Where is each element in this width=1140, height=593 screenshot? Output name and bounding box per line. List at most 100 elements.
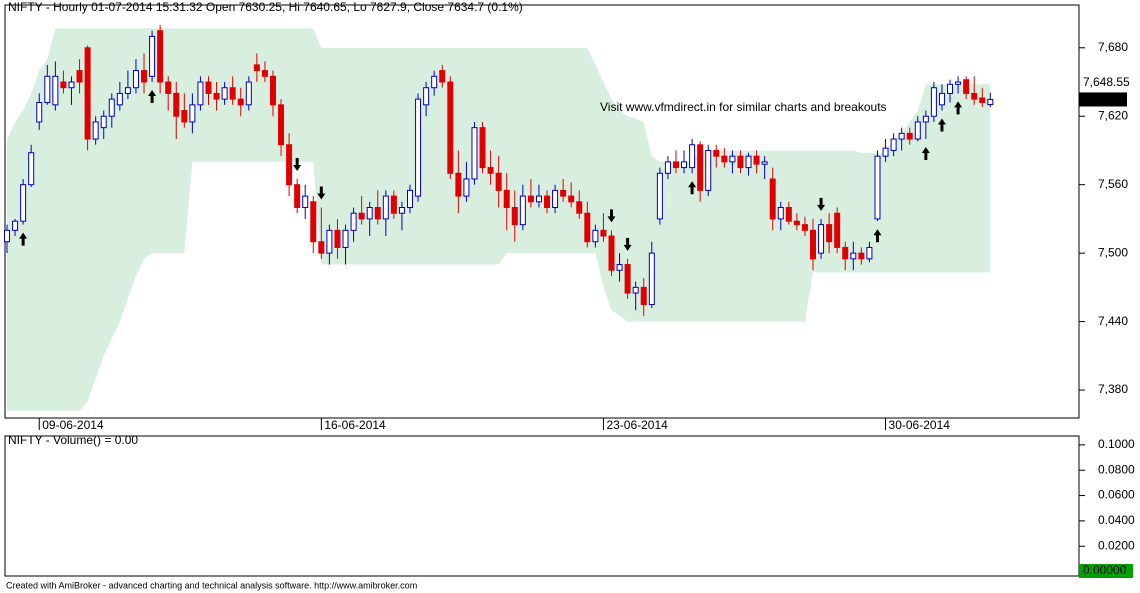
candle-body	[455, 172, 462, 197]
candle-body	[294, 184, 301, 209]
candle-body	[713, 149, 720, 157]
candle-body	[608, 235, 615, 271]
sell-arrow	[623, 237, 632, 251]
candle-body	[584, 212, 591, 243]
candle-body	[149, 35, 156, 77]
y-tick-label: 7,500	[1098, 245, 1128, 259]
candle-body	[624, 264, 631, 294]
candle-body	[132, 70, 139, 89]
sell-arrow	[317, 186, 326, 200]
candle-body	[398, 207, 405, 214]
candle-body	[286, 144, 293, 186]
candle-body	[632, 286, 639, 294]
candle-body	[165, 81, 172, 94]
y-tick-label: 7,440	[1098, 314, 1128, 328]
candle-body	[793, 220, 800, 226]
candle-body	[253, 64, 260, 72]
candle-body	[205, 81, 212, 94]
candle-body	[366, 207, 373, 220]
candle-body	[689, 144, 696, 169]
candle-body	[213, 92, 220, 100]
candle-body	[544, 195, 551, 209]
candle-body	[44, 75, 51, 104]
buy-arrow	[148, 90, 157, 104]
candle-body	[971, 92, 978, 100]
volume-y-tick-label: 0.0400	[1098, 513, 1135, 527]
candle-body	[423, 87, 430, 106]
candle-body	[858, 252, 865, 260]
candle-body	[850, 252, 857, 260]
candle-body	[890, 138, 897, 151]
band-area	[7, 28, 991, 411]
band-last-label: 7,648.55	[1083, 75, 1130, 89]
x-tick-label: 16-06-2014	[324, 418, 386, 432]
candle-body	[552, 189, 559, 209]
candle-body	[560, 189, 567, 197]
candle-body	[20, 184, 27, 222]
candle-body	[842, 246, 849, 260]
candle-body	[818, 224, 825, 254]
volume-y-tick-label: 0.1000	[1098, 437, 1135, 451]
candle-body	[310, 201, 317, 243]
y-tick-label: 7,620	[1098, 108, 1128, 122]
candle-body	[568, 195, 575, 203]
volume-panel	[4, 435, 1080, 577]
candle-body	[374, 207, 381, 220]
candle-body	[358, 212, 365, 220]
candle-body	[656, 172, 663, 220]
candle-body	[261, 70, 268, 77]
candle-body	[672, 161, 679, 169]
candle-body	[745, 155, 752, 169]
candle-body	[938, 92, 945, 106]
candle-body	[535, 195, 542, 203]
y-tick-label: 7,560	[1098, 177, 1128, 191]
candle-body	[229, 87, 236, 100]
x-tick-label: 23-06-2014	[606, 418, 668, 432]
candle-body	[439, 70, 446, 83]
candle-body	[664, 161, 671, 174]
candle-body	[721, 155, 728, 163]
candle-body	[769, 178, 776, 220]
candle-body	[221, 87, 228, 100]
volume-title-prefix: NIFTY -	[8, 433, 50, 447]
candle-body	[407, 189, 413, 209]
candle-body	[326, 229, 333, 254]
candle-body	[189, 104, 196, 123]
buy-arrow	[937, 118, 946, 132]
candle-body	[592, 229, 599, 243]
candle-body	[60, 81, 67, 89]
candle-body	[648, 252, 655, 305]
sell-arrow	[607, 209, 616, 223]
candle-body	[157, 30, 164, 83]
candle-body	[777, 207, 784, 220]
candle-body	[495, 172, 502, 191]
y-tick-label: 7,680	[1098, 40, 1128, 54]
candle-body	[12, 220, 19, 231]
buy-arrow	[873, 229, 882, 243]
candle-body	[810, 229, 816, 260]
volume-y-tick-label: 0.0800	[1098, 462, 1135, 476]
candle-body	[874, 155, 881, 220]
volume-y-tick-label: 0.0200	[1098, 538, 1135, 552]
candle-body	[576, 201, 583, 214]
candle-body	[108, 98, 115, 117]
candle-body	[906, 132, 913, 140]
candle-body	[278, 104, 285, 146]
candle-body	[801, 224, 808, 231]
candle-body	[922, 115, 929, 123]
candle-body	[697, 144, 704, 191]
volume-y-tick-label: 0.0600	[1098, 488, 1135, 502]
y-tick-label: 7,380	[1098, 382, 1128, 396]
candle-body	[947, 83, 954, 94]
candle-body	[68, 81, 75, 89]
candle-body	[785, 207, 792, 222]
volume-last-label: 0.00000	[1083, 563, 1127, 577]
candle-body	[987, 98, 994, 106]
candle-body	[527, 195, 534, 203]
candle-body	[600, 229, 607, 237]
candle-body	[640, 286, 647, 305]
x-tick-label: 09-06-2014	[42, 418, 104, 432]
buy-arrow	[921, 147, 930, 161]
candle-body	[866, 246, 873, 260]
